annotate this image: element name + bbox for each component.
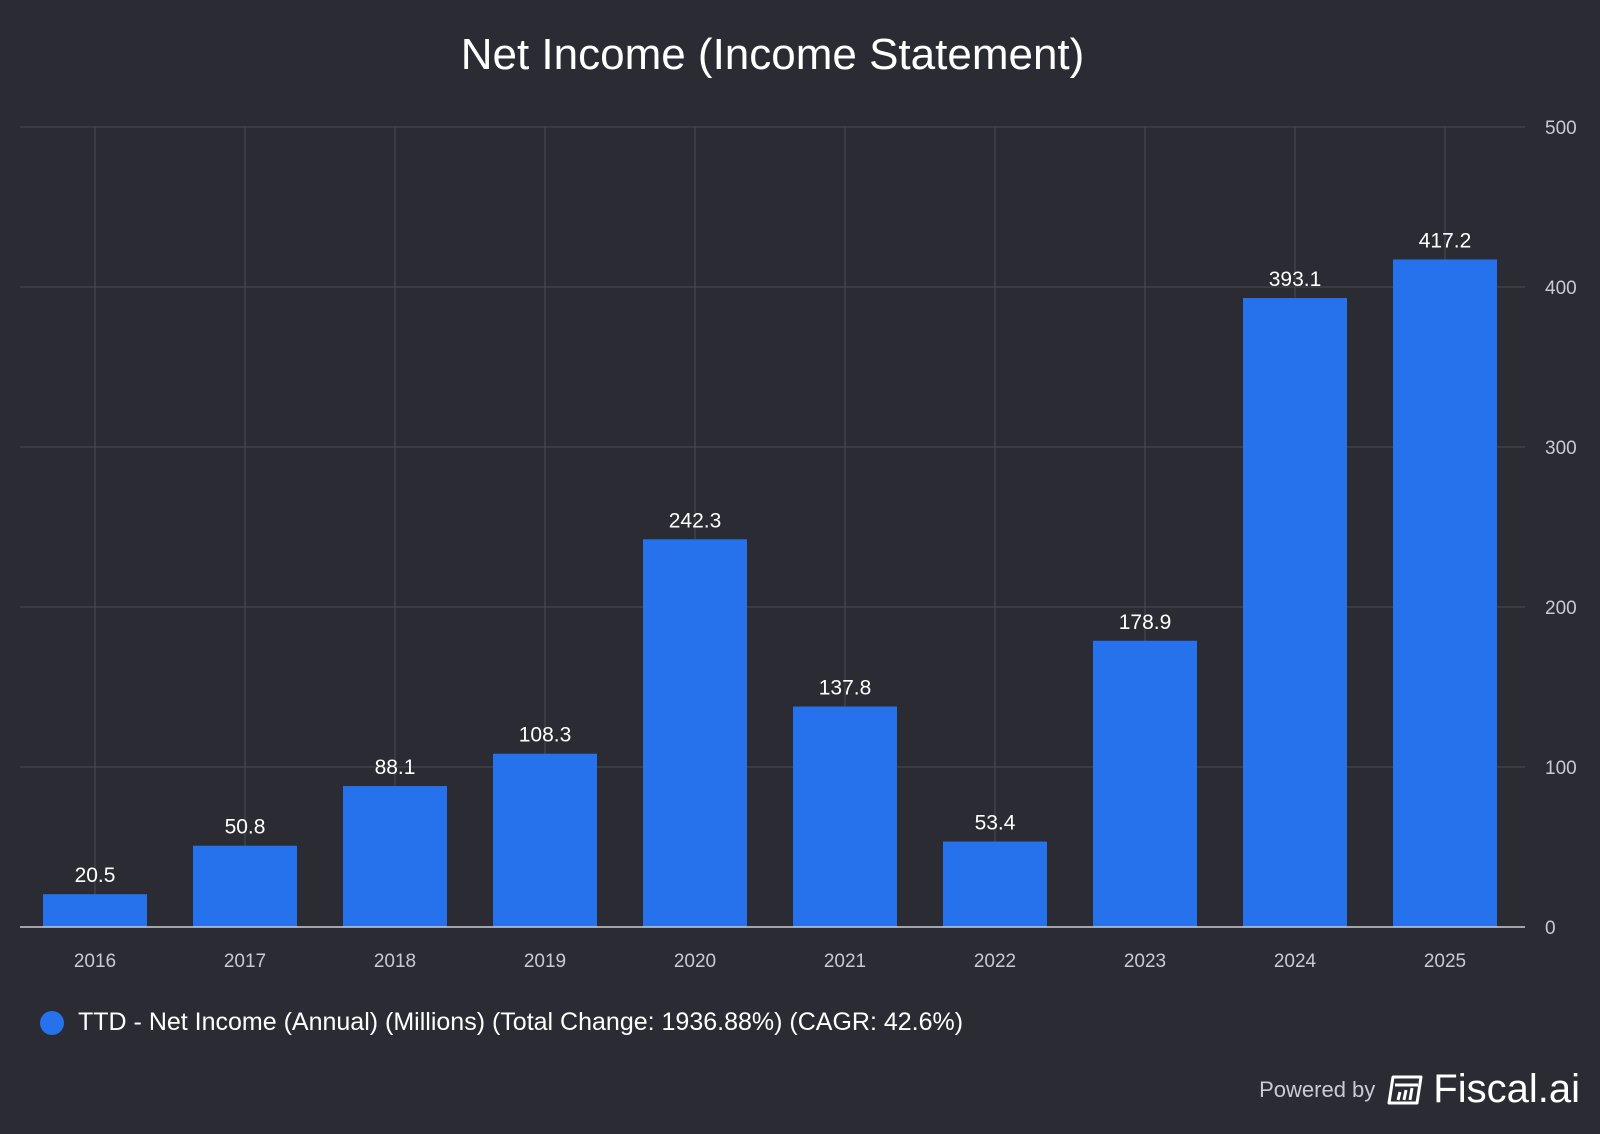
bar-2020[interactable] (643, 539, 747, 927)
data-label-2020: 242.3 (669, 509, 722, 532)
bar-2023[interactable] (1093, 640, 1197, 927)
x-tick-label-2023: 2023 (1124, 951, 1166, 972)
bar-2016[interactable] (43, 894, 147, 927)
x-tick-label-2020: 2020 (674, 951, 716, 972)
x-tick-label-2024: 2024 (1274, 951, 1317, 972)
y-tick-label: 500 (1545, 118, 1577, 139)
y-tick-label: 300 (1545, 438, 1577, 459)
x-tick-label-2016: 2016 (74, 951, 116, 972)
data-label-2021: 137.8 (819, 677, 872, 700)
x-tick-label-2018: 2018 (374, 951, 416, 972)
x-tick-label-2021: 2021 (824, 951, 866, 972)
data-label-2025: 417.2 (1419, 229, 1472, 252)
data-label-2016: 20.5 (75, 864, 116, 887)
bar-2019[interactable] (493, 753, 597, 927)
x-tick-label-2022: 2022 (974, 951, 1016, 972)
bar-2021[interactable] (793, 706, 897, 927)
data-label-2023: 178.9 (1119, 611, 1172, 634)
data-labels: 20.5 50.8 88.1 108.3 242.3 137.8 53.4 178.9 393.… (75, 229, 1472, 887)
chart-title: Net Income (Income Statement) (460, 30, 1085, 79)
brand-name: Fiscal.ai (1433, 1067, 1580, 1111)
axes: 0 100 200 300 400 500 2016 2017 2018 2019 2020 2021… (20, 118, 1577, 972)
data-label-2017: 50.8 (225, 816, 266, 839)
y-tick-label: 400 (1545, 278, 1577, 299)
y-tick-label: 200 (1545, 598, 1577, 619)
data-label-2022: 53.4 (975, 812, 1016, 835)
bar-2022[interactable] (943, 841, 1047, 927)
bar-2025[interactable] (1393, 259, 1497, 928)
y-tick-label: 100 (1545, 758, 1577, 779)
bar-2018[interactable] (343, 786, 447, 927)
bar-2017[interactable] (193, 845, 297, 927)
data-label-2018: 88.1 (375, 756, 416, 779)
data-label-2024: 393.1 (1269, 268, 1322, 291)
legend-label: TTD - Net Income (Annual) (Millions) (To… (78, 1008, 964, 1036)
legend-swatch (40, 1010, 64, 1035)
y-tick-label: 0 (1545, 918, 1556, 939)
x-tick-label-2025: 2025 (1424, 951, 1466, 972)
fiscal-logo-icon (1387, 1075, 1423, 1104)
data-label-2019: 108.3 (519, 724, 572, 747)
bars (43, 259, 1497, 928)
legend[interactable]: TTD - Net Income (Annual) (Millions) (To… (40, 1008, 963, 1037)
x-tick-label-2019: 2019 (524, 951, 566, 972)
powered-by-text: Powered by (1259, 1076, 1376, 1102)
x-tick-label-2017: 2017 (224, 951, 266, 972)
bar-2024[interactable] (1243, 298, 1347, 927)
branding[interactable]: Powered by Fiscal.ai (1259, 1067, 1580, 1112)
